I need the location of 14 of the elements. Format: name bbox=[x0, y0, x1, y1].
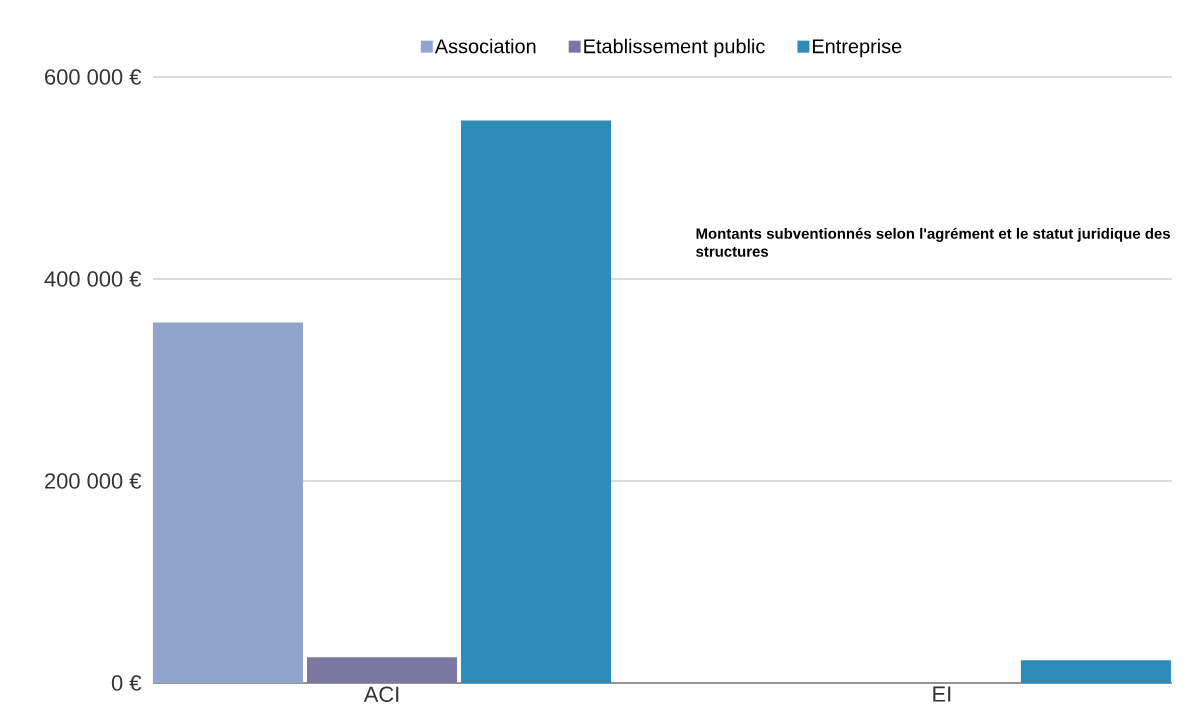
bar bbox=[461, 120, 612, 683]
legend-label: Association bbox=[434, 38, 536, 54]
y-tick-label: 400 000 € bbox=[44, 271, 142, 287]
y-tick-label: 0 € bbox=[111, 675, 142, 691]
bar bbox=[306, 657, 458, 683]
bar bbox=[152, 322, 303, 683]
x-tick-label: ACI bbox=[363, 686, 399, 703]
annotation: Montants subventionnés selon l'agrément et le statut juridique des structures bbox=[696, 227, 1170, 257]
y-tick-label: 200 000 € bbox=[45, 473, 142, 489]
bar bbox=[1020, 660, 1171, 683]
legend-label: Entreprise bbox=[813, 38, 902, 58]
legend-label: Etablissement public bbox=[584, 38, 765, 58]
y-tick-label: 600 000 € bbox=[45, 69, 142, 85]
x-tick-label: EI bbox=[933, 686, 951, 702]
